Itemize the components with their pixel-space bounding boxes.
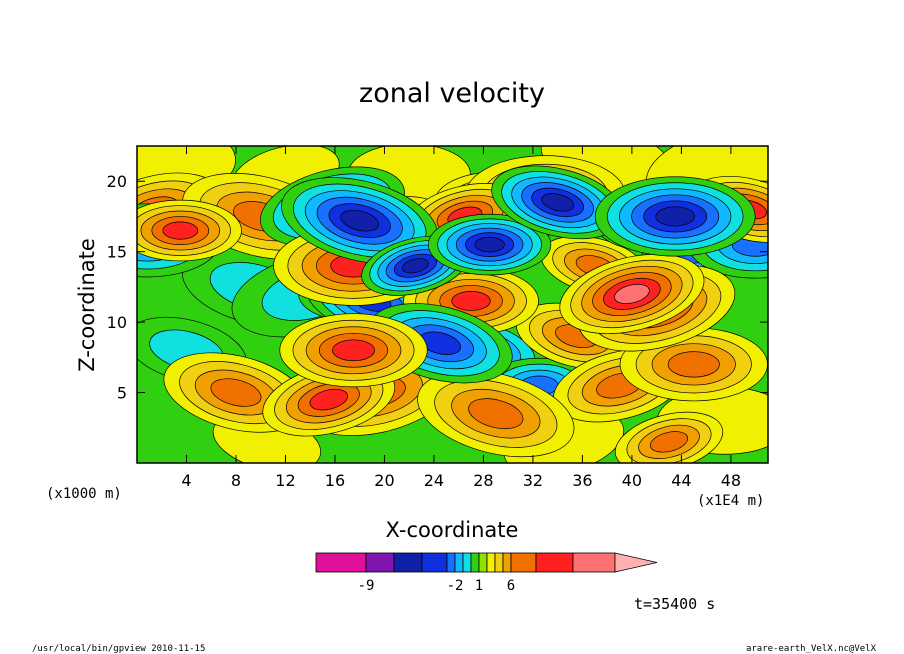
colorbar-swatch <box>535 552 574 573</box>
contour-band <box>655 206 695 227</box>
contour-band <box>332 339 375 362</box>
y-axis-label: Z-coordinate <box>75 238 99 372</box>
colorbar-swatch <box>393 552 423 573</box>
contour-band <box>210 378 262 407</box>
colorbar-swatch <box>510 552 537 573</box>
colorbar-label: 6 <box>507 578 515 594</box>
contour-band <box>309 388 348 411</box>
x-axis-label: X-coordinate <box>386 518 519 542</box>
colorbar-swatch <box>365 552 395 573</box>
velocity-feature <box>417 370 575 458</box>
colorbar-swatch <box>572 552 616 573</box>
x-tick-label: 8 <box>231 471 241 490</box>
colorbar-extension-arrow <box>614 552 658 573</box>
x-unit-label: (x1000 m) <box>46 486 122 502</box>
chart-title: zonal velocity <box>359 78 545 109</box>
contour-band <box>649 431 689 453</box>
y-tick-label: 5 <box>117 384 127 403</box>
colorbar-swatch <box>421 552 448 573</box>
velocity-feature <box>262 362 396 437</box>
contour-band <box>474 236 505 253</box>
colorbar-labels: -9 -2 1 6 <box>358 578 516 594</box>
contour-band <box>468 398 524 430</box>
x-tick-label: 16 <box>325 471 345 490</box>
velocity-feature <box>279 313 428 388</box>
x-axis: 4 8 12 16 20 24 28 32 36 40 44 48 <box>181 146 741 490</box>
velocity-feature <box>137 199 242 262</box>
colorbar-swatch <box>478 552 488 573</box>
x-tick-label: 20 <box>374 471 394 490</box>
colorbar-swatch <box>446 552 456 573</box>
colorbar-swatch <box>454 552 464 573</box>
contour-band <box>451 291 491 311</box>
velocity-feature <box>559 253 705 335</box>
x-scale-note: (x1E4 m) <box>697 493 764 509</box>
colorbar-label: -9 <box>358 578 375 594</box>
x-tick-label: 44 <box>671 471 691 490</box>
velocity-field <box>137 146 768 463</box>
x-tick-label: 48 <box>721 471 741 490</box>
x-tick-label: 4 <box>181 471 191 490</box>
y-tick-label: 10 <box>107 313 127 332</box>
x-tick-label: 32 <box>523 471 543 490</box>
footer-left: /usr/local/bin/gpview 2010-11-15 <box>32 644 205 654</box>
velocity-feature <box>614 411 724 463</box>
contour-band <box>162 221 199 240</box>
colorbar-swatch <box>494 552 504 573</box>
colorbar-swatch <box>462 552 472 573</box>
colorbar-label: 1 <box>475 578 483 594</box>
colorbar-swatch <box>486 552 496 573</box>
x-tick-label: 36 <box>572 471 592 490</box>
x-tick-label: 40 <box>622 471 642 490</box>
x-tick-label: 24 <box>424 471 444 490</box>
colorbar <box>315 552 658 573</box>
velocity-feature <box>491 165 625 240</box>
y-axis: 5 10 15 20 <box>107 172 768 403</box>
plot-frame <box>136 145 769 464</box>
colorbar-label: -2 <box>447 578 464 594</box>
y-tick-label: 20 <box>107 172 127 191</box>
velocity-feature <box>428 213 552 276</box>
contour-band <box>667 351 720 378</box>
contour-band <box>340 209 380 232</box>
velocity-feature <box>361 235 470 296</box>
x-tick-label: 28 <box>473 471 493 490</box>
contour-band <box>614 283 650 304</box>
time-label: t=35400 s <box>634 595 715 613</box>
colorbar-swatch <box>502 552 512 573</box>
y-tick-label: 15 <box>107 243 127 262</box>
contour-band <box>401 258 429 274</box>
colorbar-swatch <box>470 552 480 573</box>
velocity-feature <box>594 176 756 257</box>
colorbar-swatch <box>315 552 367 573</box>
footer-right: arare-earth_VelX.nc@VelX <box>746 644 877 654</box>
x-tick-label: 12 <box>275 471 295 490</box>
contour-band <box>541 193 575 212</box>
